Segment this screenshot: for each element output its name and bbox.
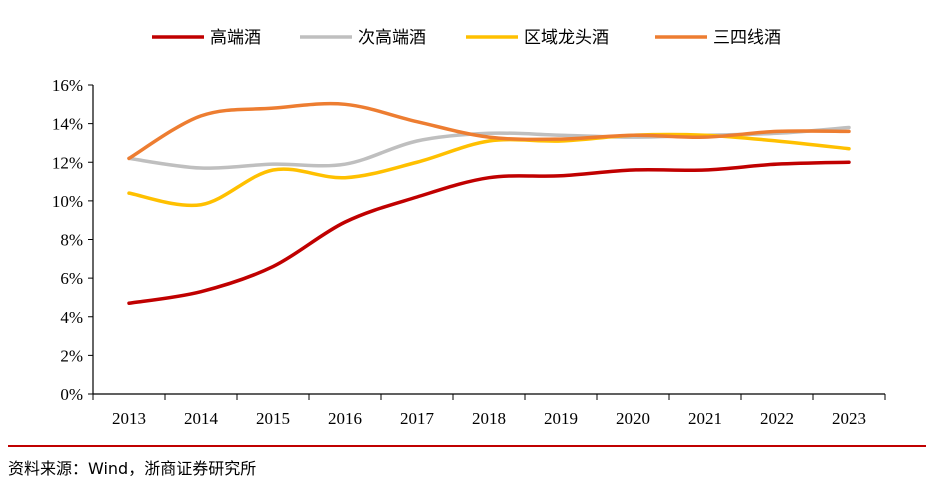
y-tick-label: 6% [60, 269, 83, 288]
legend-label-0: 高端酒 [210, 28, 261, 48]
x-tick-label: 2021 [688, 409, 722, 428]
legend-label-2: 区域龙头酒 [524, 28, 609, 48]
y-tick-label: 16% [52, 76, 83, 95]
y-tick-label: 4% [60, 308, 83, 327]
y-tick-label: 12% [52, 153, 83, 172]
x-tick-label: 2018 [472, 409, 506, 428]
source-divider [8, 445, 926, 447]
series-line-0 [127, 160, 851, 305]
series-lines [127, 101, 851, 305]
axes: 0% 2% 4% 6% 8% 10% 12% 14% 16% 2013 2014 2015 2016 20… [52, 76, 886, 428]
y-tick-label: 10% [52, 192, 83, 211]
x-tick-label: 2019 [544, 409, 578, 428]
y-tick-label: 14% [52, 115, 83, 134]
x-tick-label: 2014 [184, 409, 219, 428]
x-tick-label: 2015 [256, 409, 290, 428]
series-line-2 [127, 132, 851, 208]
x-tick-label: 2022 [760, 409, 794, 428]
y-tick-label: 0% [60, 385, 83, 404]
legend: 高端酒 次高端酒 区域龙头酒 三四线酒 [152, 28, 781, 48]
x-tick-label: 2013 [112, 409, 146, 428]
x-tick-label: 2017 [400, 409, 435, 428]
x-tick-label: 2020 [616, 409, 650, 428]
legend-label-3: 三四线酒 [713, 28, 781, 48]
series-line-3 [127, 101, 851, 161]
y-tick-label: 8% [60, 231, 83, 250]
x-tick-label: 2023 [832, 409, 866, 428]
x-tick-label: 2016 [328, 409, 362, 428]
y-tick-label: 2% [60, 346, 83, 365]
legend-label-1: 次高端酒 [358, 28, 426, 48]
source-note: 资料来源：Wind，浙商证券研究所 [8, 459, 257, 478]
